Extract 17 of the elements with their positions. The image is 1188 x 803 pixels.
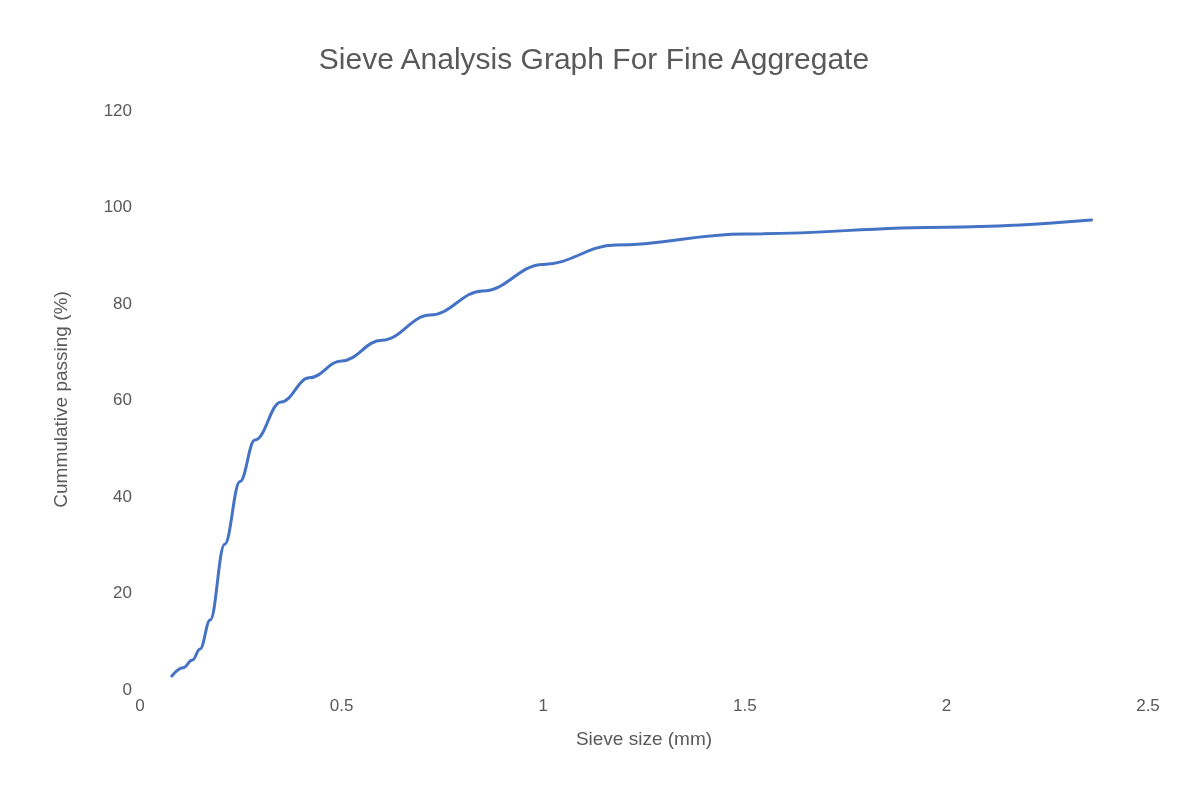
line-series xyxy=(170,218,1094,678)
y-tick-label: 80 xyxy=(113,293,132,313)
x-tick-label: 1 xyxy=(538,696,548,715)
y-tick-label: 0 xyxy=(122,679,132,699)
y-tick-label: 40 xyxy=(113,486,132,506)
x-tick-label: 1.5 xyxy=(732,696,757,715)
x-tick-label: 2 xyxy=(941,696,952,715)
y-tick-label: 20 xyxy=(113,583,132,602)
x-tick-label: 2.5 xyxy=(1136,696,1160,715)
x-tick-label: 0 xyxy=(135,696,145,715)
y-tick-label: 120 xyxy=(103,100,132,120)
chart-title: Sieve Analysis Graph For Fine Aggregate xyxy=(318,41,870,75)
x-axis-title: Sieve size (mm) xyxy=(575,728,713,749)
y-tick-label: 60 xyxy=(113,390,132,409)
x-tick-label: 0.5 xyxy=(329,696,354,715)
y-axis-title: Cummulative passing (%) xyxy=(50,291,71,508)
y-tick-label: 100 xyxy=(103,197,132,216)
